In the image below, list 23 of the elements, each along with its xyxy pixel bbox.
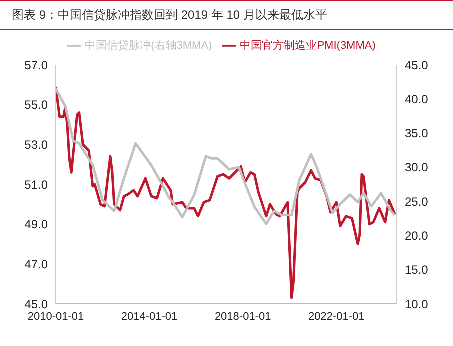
x-tick-label: 2010-01-01 [28,310,84,323]
y2-tick-label: 30.0 [405,160,429,175]
x-tick-label: 2014-01-01 [121,310,178,323]
y-tick-label: 57.0 [24,58,48,72]
legend-label: 中国信贷脉冲(右轴3MMA) [85,40,212,52]
legend-label: 中国官方制造业PMI(3MMA) [240,40,376,52]
y2-tick-label: 20.0 [405,229,429,243]
x-tick-label: 2018-01-01 [214,310,272,323]
y-tick-label: 47.0 [24,257,48,272]
y-tick-label: 53.0 [24,138,48,152]
y-tick-label: 49.0 [24,218,48,232]
y-tick-label: 51.0 [24,178,48,192]
y-tick-label: 45.0 [24,297,48,312]
y2-tick-label: 40.0 [405,92,429,106]
line-series [56,86,396,300]
y2-tick-label: 15.0 [405,263,429,278]
y2-tick-label: 25.0 [405,194,429,209]
y2-tick-label: 35.0 [405,126,429,141]
y2-tick-label: 10.0 [405,297,429,312]
y2-tick-label: 45.0 [405,58,429,72]
x-tick-label: 2022-01-01 [308,310,365,323]
y-tick-label: 55.0 [24,98,48,112]
chart-title: 图表 9：中国信贷脉冲指数回到 2019 年 10 月以来最低水平 [0,0,453,30]
